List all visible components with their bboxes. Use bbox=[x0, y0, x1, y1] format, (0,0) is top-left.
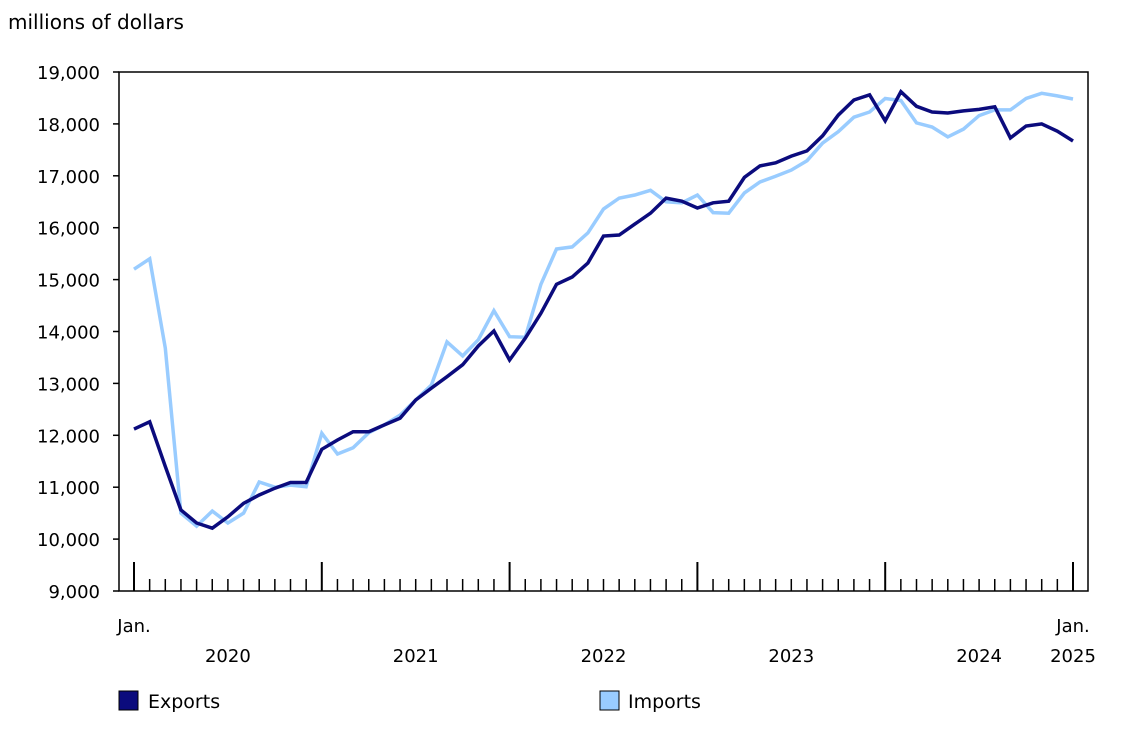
legend-swatch-imports bbox=[600, 691, 619, 710]
plot-frame bbox=[119, 72, 1088, 591]
year-label: 2025 bbox=[1050, 646, 1096, 667]
series-line-imports bbox=[134, 93, 1073, 526]
y-tick-label: 18,000 bbox=[37, 115, 100, 136]
x-label-jan-start: Jan. bbox=[116, 616, 150, 637]
y-tick-label: 11,000 bbox=[37, 478, 100, 499]
year-label: 2022 bbox=[581, 646, 627, 667]
y-tick-label: 14,000 bbox=[37, 323, 100, 344]
y-tick-label: 13,000 bbox=[37, 374, 100, 395]
year-label: 2020 bbox=[205, 646, 251, 667]
y-tick-label: 12,000 bbox=[37, 426, 100, 447]
legend: Exports Imports bbox=[119, 691, 701, 713]
legend-label-imports: Imports bbox=[628, 691, 701, 713]
year-label: 2024 bbox=[956, 646, 1002, 667]
y-tick-label: 19,000 bbox=[37, 63, 100, 84]
legend-swatch-exports bbox=[119, 691, 138, 710]
legend-label-exports: Exports bbox=[148, 691, 220, 713]
y-axis-label: millions of dollars bbox=[8, 10, 184, 34]
y-tick-label: 17,000 bbox=[37, 167, 100, 188]
y-tick-label: 10,000 bbox=[37, 530, 100, 551]
year-label: 2023 bbox=[768, 646, 814, 667]
y-tick-label: 9,000 bbox=[48, 582, 100, 603]
y-tick-label: 16,000 bbox=[37, 219, 100, 240]
series-line-exports bbox=[134, 92, 1073, 529]
y-tick-label: 15,000 bbox=[37, 271, 100, 292]
x-label-jan-end: Jan. bbox=[1055, 616, 1089, 637]
year-label: 2021 bbox=[393, 646, 439, 667]
